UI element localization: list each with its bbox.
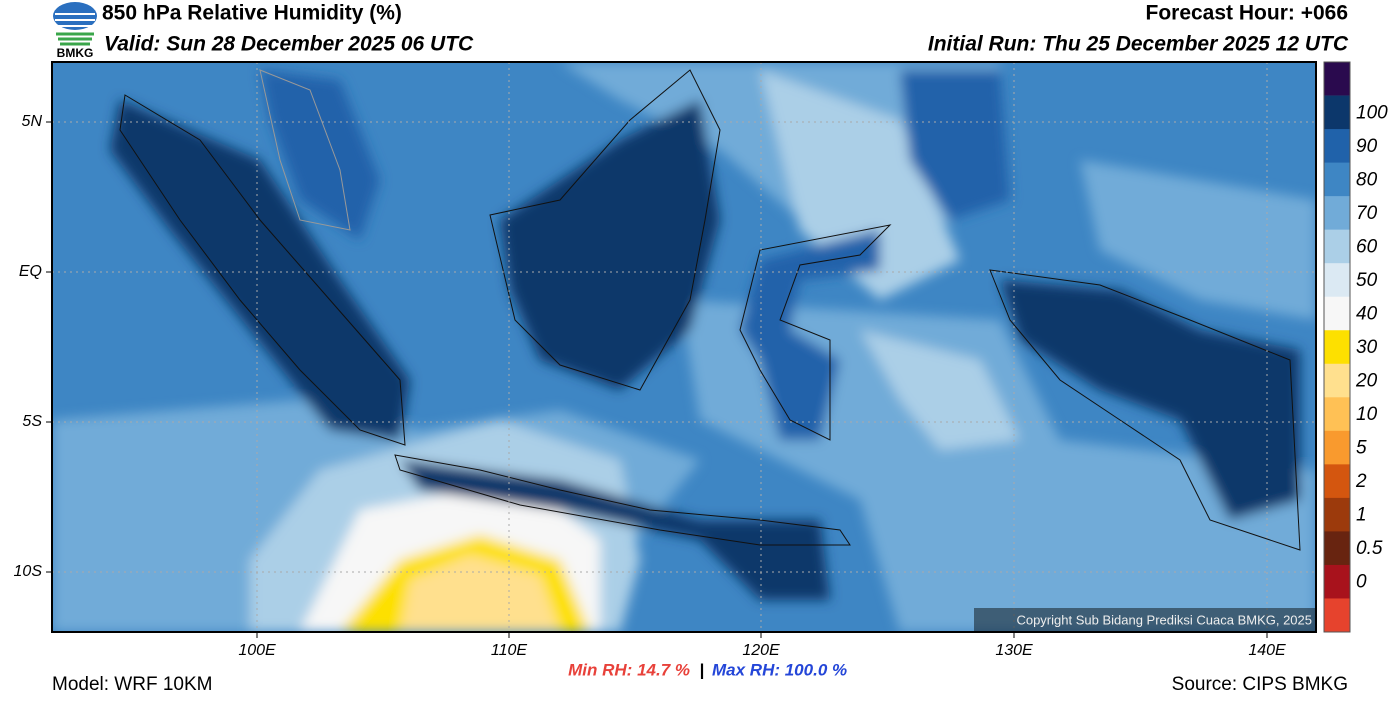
lon-label: 100E [238,642,276,659]
max-rh: Max RH: 100.0 % [712,660,847,679]
map: Copyright Sub Bidang Prediksi Cuaca BMKG… [52,62,1316,632]
colorbar-box [1324,162,1350,197]
lon-label: 140E [1248,642,1286,659]
colorbar-box [1324,129,1350,164]
colorbar-label: 40 [1356,303,1378,324]
colorbar-label: 5 [1356,438,1367,459]
colorbar-box [1324,430,1350,465]
colorbar-label: 1 [1356,505,1367,526]
colorbar-label: 30 [1356,337,1378,358]
colorbar-box [1324,531,1350,566]
colorbar-box [1324,363,1350,398]
lon-label: 130E [995,642,1033,659]
lon-label: 110E [491,642,528,659]
colorbar-frame [1323,61,1351,633]
lat-label: 10S [14,563,43,580]
colorbar-box [1324,497,1350,532]
colorbar-box [1324,397,1350,432]
model: Model: WRF 10KM [52,674,212,695]
colorbar-box [1324,564,1350,599]
colorbar-box [1324,296,1350,331]
colorbar: 100 90 80 70 60 50 40 30 20 10 5 2 1 0.5 0 [1323,61,1388,633]
colorbar-label: 0 [1356,572,1367,593]
colorbar-label: 20 [1355,371,1378,392]
colorbar-label: 2 [1355,471,1367,492]
colorbar-label: 80 [1356,169,1378,190]
colorbar-box [1324,196,1350,231]
lat-label: 5S [22,413,42,430]
initial-run: Initial Run: Thu 25 December 2025 12 UTC [928,33,1349,56]
colorbar-box [1324,330,1350,365]
copyright: Copyright Sub Bidang Prediksi Cuaca BMKG… [1016,612,1312,627]
min-rh: Min RH: 14.7 % [568,660,690,679]
lat-label: 5N [22,113,43,130]
colorbar-label: 100 [1356,102,1388,123]
colorbar-label: 50 [1356,270,1378,291]
valid-time: Valid: Sun 28 December 2025 06 UTC [104,33,474,56]
colorbar-label: 70 [1356,203,1378,224]
colorbar-top [1324,62,1350,96]
colorbar-box [1324,263,1350,298]
colorbar-box [1324,229,1350,264]
colorbar-box [1324,95,1350,130]
lon-label: 120E [742,642,780,659]
logo: BMKG [53,2,97,60]
source: Source: CIPS BMKG [1172,674,1348,695]
colorbar-label: 10 [1356,404,1378,425]
colorbar-box [1324,464,1350,499]
lat-label: EQ [19,263,42,280]
logo-text: BMKG [57,46,94,60]
forecast-hour: Forecast Hour: +066 [1146,2,1349,25]
colorbar-label: 60 [1356,236,1378,257]
colorbar-label: 0.5 [1356,538,1383,559]
title: 850 hPa Relative Humidity (%) [102,2,402,25]
axis-ticks: 5N EQ 5S 10S 100E 110E 120E 130E 140E [14,113,1286,659]
colorbar-label: 90 [1356,136,1378,157]
colorbar-box [1324,598,1350,633]
map-frame [51,61,1317,633]
separator: | [700,660,705,679]
